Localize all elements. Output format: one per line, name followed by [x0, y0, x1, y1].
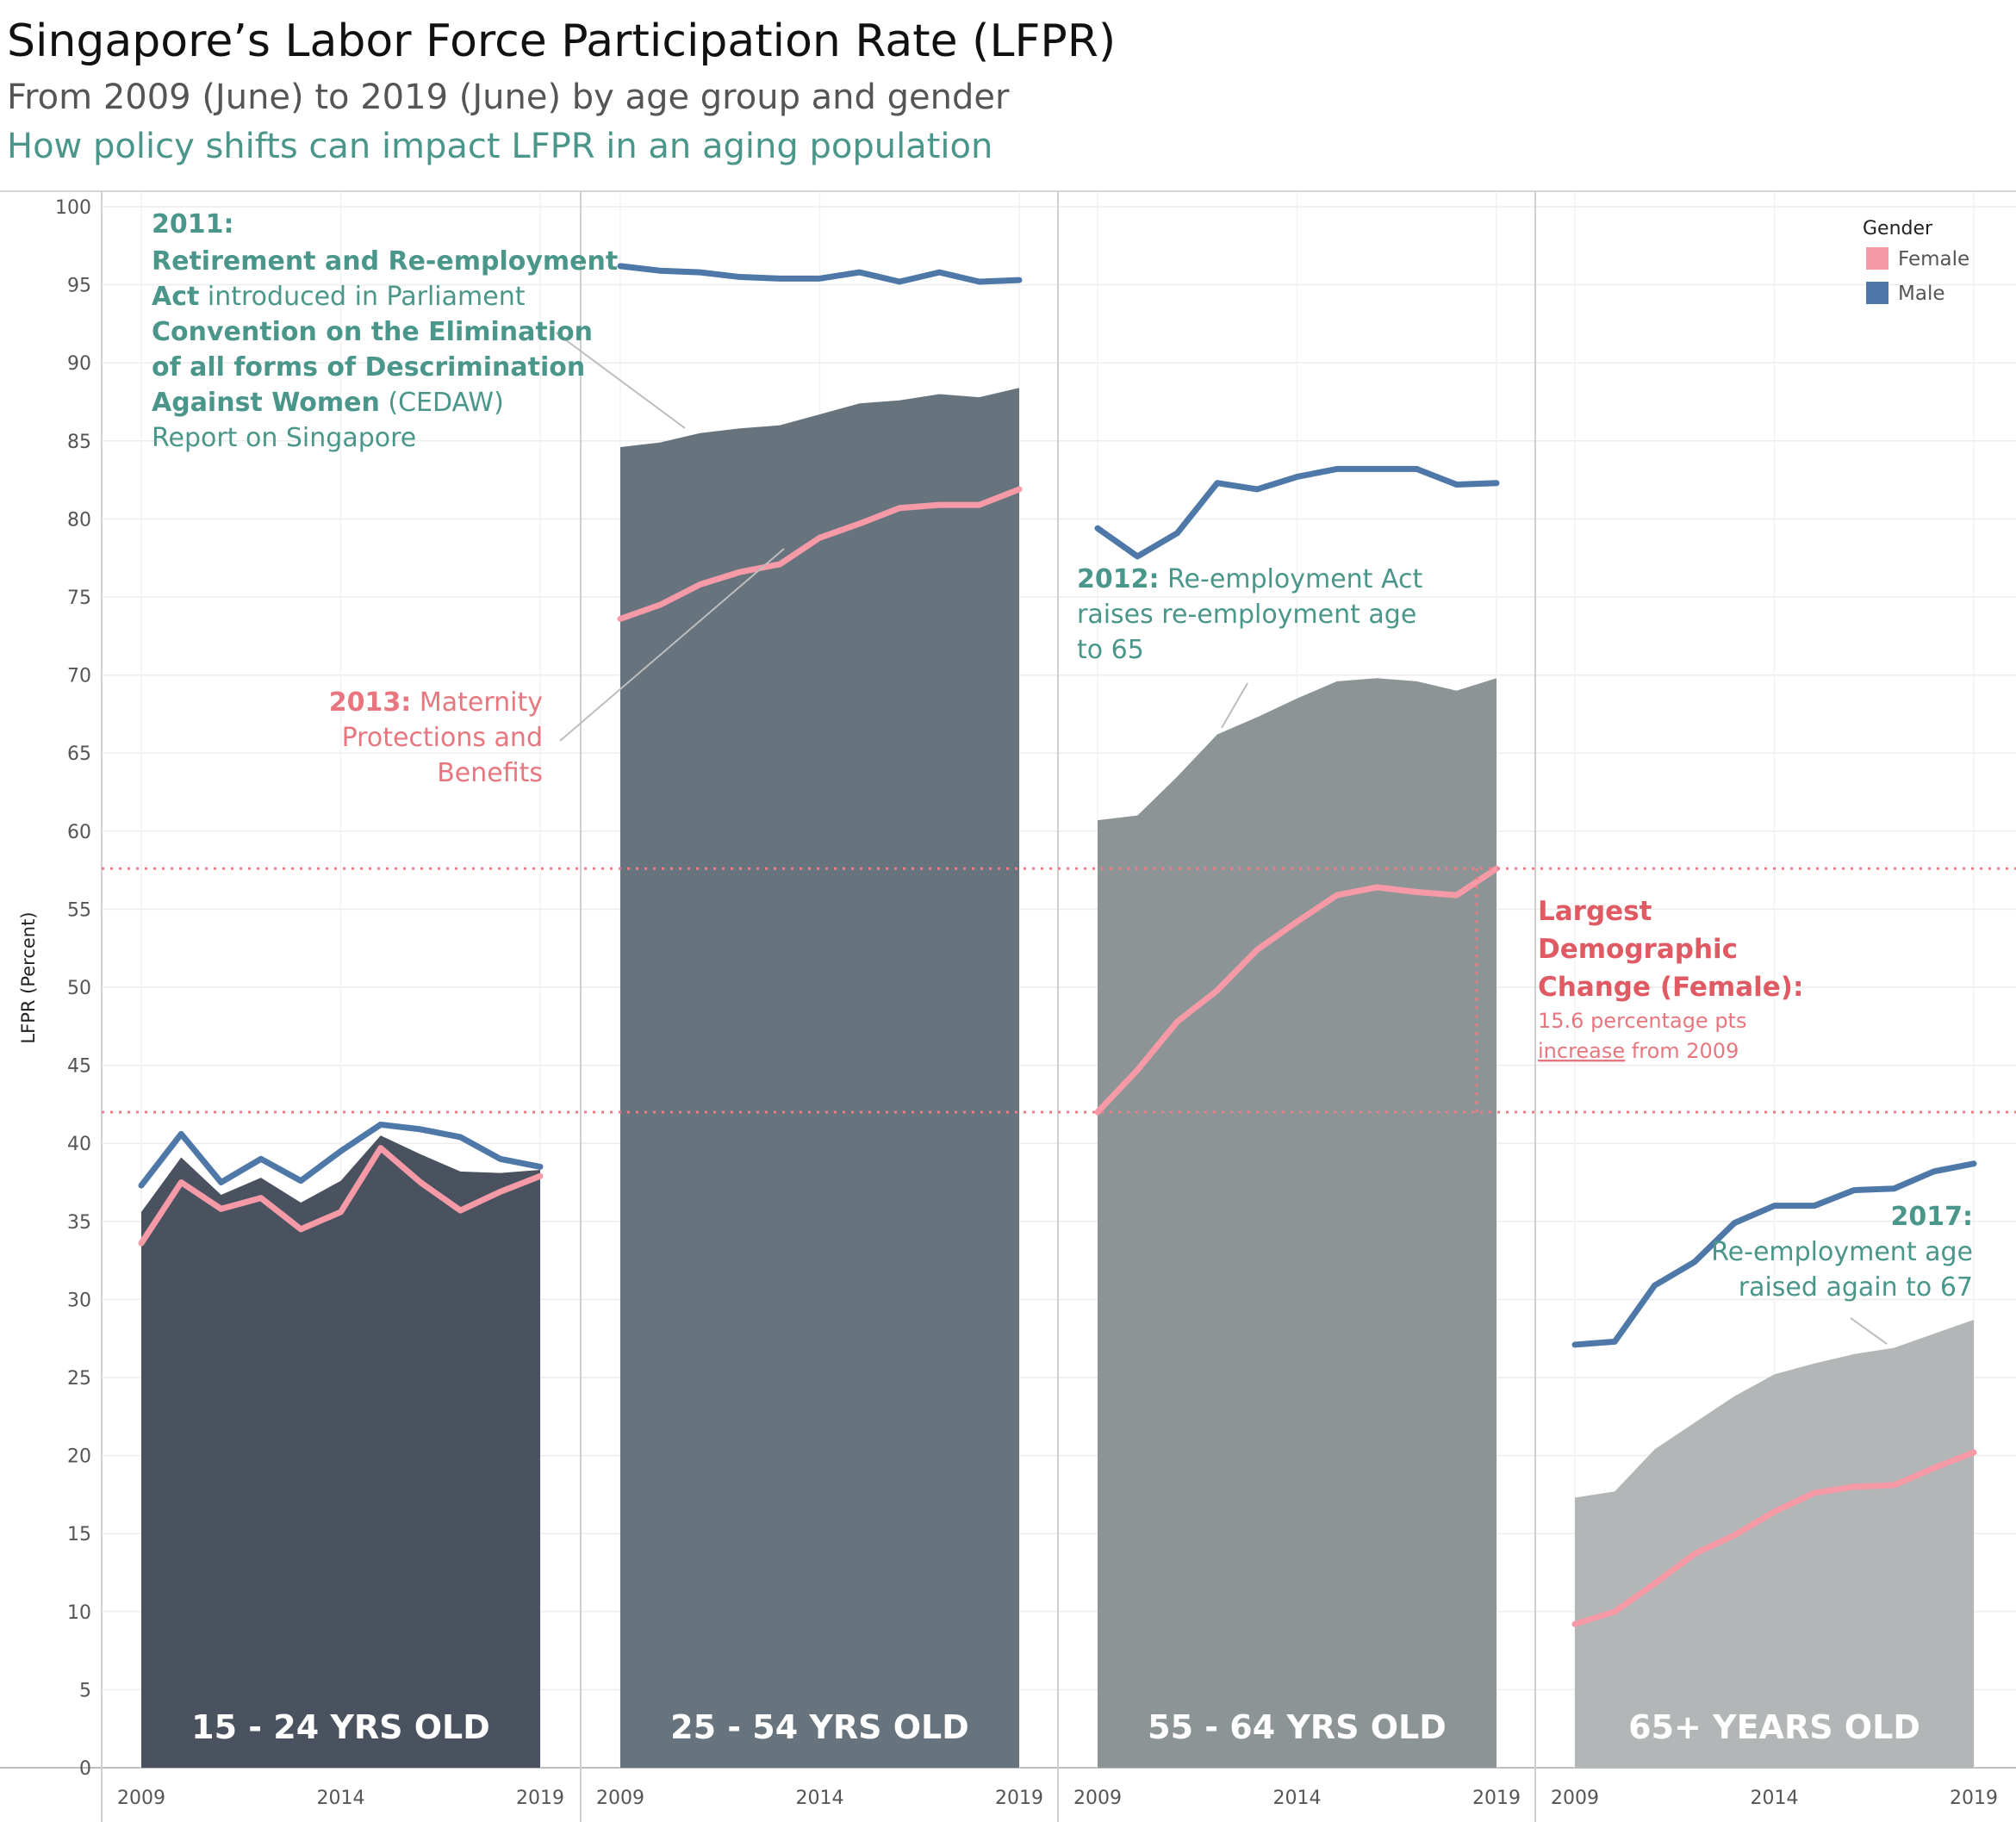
- male-line-1: [138, 1121, 544, 1189]
- y-tick-label: 35: [67, 1212, 91, 1234]
- y-tick-label: 20: [67, 1446, 91, 1468]
- y-tick-label: 90: [67, 353, 91, 375]
- panel-4: 65+ YEARS OLD: [1534, 191, 1977, 1822]
- y-tick-label: 40: [67, 1134, 91, 1155]
- panels: 15 - 24 YRS OLD 25 - 54 YRS OLD 55 - 64 YR…: [138, 191, 1977, 1822]
- x-tick-label: 2009: [117, 1788, 165, 1809]
- legend-male-swatch: [1866, 282, 1888, 304]
- annotation-2011-line3: Convention on the Elimination: [152, 317, 593, 347]
- annotation-2013: 2013: Maternity Protections and Benefits: [329, 687, 543, 788]
- chart-subtitle: From 2009 (June) to 2019 (June) by age g…: [7, 78, 1010, 117]
- y-tick-label: 100: [55, 197, 91, 219]
- annotation-2011-connector: [555, 332, 686, 429]
- annotation-2013-line3: Benefits: [437, 758, 543, 788]
- panel-2: 25 - 54 YRS OLD: [580, 191, 1023, 1822]
- y-tick-label: 15: [67, 1524, 91, 1545]
- reference-lines: [102, 867, 2016, 1114]
- panel-label: 65+ YEARS OLD: [1628, 1708, 1920, 1746]
- y-tick-label: 65: [67, 743, 91, 765]
- largest-change-line5: increase from 2009: [1538, 1039, 1739, 1063]
- y-axis-label: LFPR (Percent): [18, 911, 39, 1043]
- annotation-2011: 2011: Retirement and Re-employment Act i…: [152, 209, 618, 453]
- x-tick-label: 2014: [317, 1788, 365, 1809]
- total-area-3: [1098, 678, 1496, 1768]
- y-tick-label: 70: [67, 666, 91, 687]
- panel-label: 15 - 24 YRS OLD: [191, 1708, 490, 1746]
- largest-change-line1: Largest: [1538, 896, 1652, 927]
- y-tick-label: 50: [67, 978, 91, 999]
- annotation-2012: 2012: Re-employment Act raises re-employ…: [1077, 564, 1422, 665]
- x-tick-label: 2019: [1950, 1788, 1998, 1809]
- female-line-4: [1571, 1449, 1977, 1627]
- annotation-2012-line3: to 65: [1077, 635, 1144, 665]
- annotation-2017-connector: [1850, 1317, 1888, 1345]
- annotation-2011-line1: Retirement and Re-employment: [152, 246, 618, 277]
- chart-subtitle-policy: How policy shifts can impact LFPR in an …: [7, 127, 993, 166]
- annotation-2013-line1: 2013: Maternity: [329, 687, 543, 718]
- x-tick-label: 2014: [1273, 1788, 1322, 1809]
- annotation-2017-year: 2017:: [1891, 1202, 1974, 1232]
- annotation-2011-line6: Report on Singapore: [152, 423, 416, 453]
- y-tick-label: 5: [79, 1680, 91, 1701]
- panel-3: 55 - 64 YRS OLD: [1057, 191, 1500, 1822]
- x-tick-label: 2009: [596, 1788, 644, 1809]
- largest-change-line2: Demographic: [1538, 934, 1738, 965]
- female-line-3: [1094, 865, 1500, 1116]
- annotation-2012-line2: raises re-employment age: [1077, 600, 1416, 630]
- male-line-4: [1571, 1160, 1977, 1348]
- chart-title: Singapore’s Labor Force Participation Ra…: [7, 16, 1117, 67]
- x-tick-label: 2019: [516, 1788, 564, 1809]
- y-axis-ticks: 0 5 10 15 20 25 30 35 40 45 50 55 60 65 70 75 80 85 90 95 10…: [55, 197, 91, 1780]
- y-tick-label: 95: [67, 276, 91, 297]
- annotation-2013-connector: [559, 548, 785, 742]
- annotation-2011-year: 2011:: [152, 209, 234, 239]
- annotation-2011-line4: of all forms of Descrimination: [152, 352, 585, 382]
- y-tick-label: 10: [67, 1602, 91, 1624]
- male-line-2: [617, 263, 1023, 285]
- y-tick-label: 60: [67, 822, 91, 843]
- largest-change-line3: Change (Female):: [1538, 972, 1803, 1003]
- x-tick-label: 2009: [1073, 1788, 1122, 1809]
- y-tick-label: 80: [67, 509, 91, 531]
- annotation-2011-line5: Against Women (CEDAW): [152, 388, 504, 418]
- panel-label: 55 - 64 YRS OLD: [1148, 1708, 1447, 1746]
- largest-change-line4: 15.6 percentage pts: [1538, 1009, 1746, 1033]
- legend-female-label: Female: [1898, 248, 1969, 271]
- panel-1: 15 - 24 YRS OLD: [138, 191, 544, 1768]
- y-tick-label: 85: [67, 432, 91, 453]
- y-tick-label: 30: [67, 1290, 91, 1311]
- male-line-3: [1094, 465, 1500, 560]
- x-tick-label: 2014: [796, 1788, 844, 1809]
- y-tick-label: 45: [67, 1056, 91, 1078]
- x-tick-label: 2014: [1751, 1788, 1799, 1809]
- total-area-2: [620, 388, 1019, 1768]
- annotation-2012-connector: [1221, 682, 1248, 729]
- legend: Gender Female Male: [1863, 218, 1969, 305]
- annotation-largest-change: Largest Demographic Change (Female): 15.…: [1538, 896, 1803, 1063]
- y-tick-label: 55: [67, 899, 91, 921]
- x-tick-label: 2019: [1472, 1788, 1521, 1809]
- total-area-4: [1575, 1319, 1974, 1768]
- annotation-2017-line2: raised again to 67: [1739, 1272, 1973, 1303]
- female-line-2: [617, 486, 1023, 622]
- annotation-2017-line1: Re-employment age: [1711, 1237, 1973, 1267]
- panel-label: 25 - 54 YRS OLD: [670, 1708, 969, 1746]
- x-axis-ticks: 2009 2014 2019 2009 2014 2019 2009 2014 2019 2009…: [117, 1788, 1998, 1809]
- female-line-1: [138, 1145, 544, 1247]
- legend-title: Gender: [1863, 218, 1933, 239]
- legend-female-swatch: [1866, 247, 1888, 270]
- y-tick-label: 0: [79, 1758, 91, 1780]
- annotation-2011-line2: Act introduced in Parliament: [152, 282, 526, 312]
- annotation-2013-line2: Protections and: [342, 723, 543, 753]
- annotation-2012-line1: 2012: Re-employment Act: [1077, 564, 1422, 594]
- x-tick-label: 2009: [1551, 1788, 1599, 1809]
- y-tick-label: 75: [67, 588, 91, 609]
- annotation-2017: 2017: Re-employment age raised again to …: [1711, 1202, 1973, 1303]
- x-tick-label: 2019: [995, 1788, 1043, 1809]
- legend-male-label: Male: [1898, 283, 1944, 305]
- y-tick-label: 25: [67, 1368, 91, 1390]
- total-area-1: [141, 1135, 540, 1768]
